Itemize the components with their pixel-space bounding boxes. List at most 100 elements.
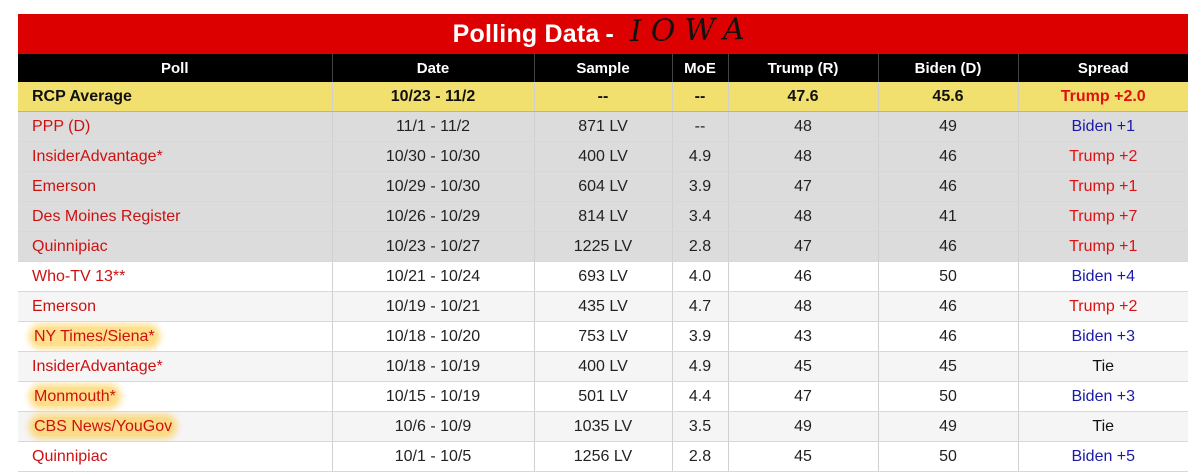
average-moe: -- (672, 82, 729, 112)
biden-cell: 49 (878, 411, 1019, 442)
spread-cell: Tie (1018, 351, 1188, 382)
sample-cell: 435 LV (534, 291, 673, 322)
table-row: PPP (D) 11/1 - 11/2 871 LV -- 48 49 Biden +1 (18, 111, 1188, 142)
column-header-date[interactable]: Date (332, 54, 535, 82)
sample-cell: 400 LV (534, 351, 673, 382)
moe-cell: 4.0 (672, 261, 729, 292)
poll-name-cell: Quinnipiac (18, 231, 333, 262)
poll-link[interactable]: PPP (D) (32, 117, 91, 135)
date-cell: 10/15 - 10/19 (332, 381, 535, 412)
poll-link[interactable]: CBS News/YouGov (32, 416, 175, 436)
moe-cell: 3.9 (672, 321, 729, 352)
sample-cell: 1225 LV (534, 231, 673, 262)
average-spread: Trump +2.0 (1018, 82, 1188, 112)
table-row: CBS News/YouGov 10/6 - 10/9 1035 LV 3.5 49 49… (18, 411, 1188, 442)
average-date: 10/23 - 11/2 (332, 82, 535, 112)
biden-cell: 41 (878, 201, 1019, 232)
spread-cell: Biden +1 (1018, 111, 1188, 142)
column-header-poll[interactable]: Poll (18, 54, 333, 82)
biden-cell: 46 (878, 291, 1019, 322)
spread-cell: Biden +3 (1018, 381, 1188, 412)
sample-cell: 753 LV (534, 321, 673, 352)
poll-name-cell: Emerson (18, 291, 333, 322)
sample-cell: 604 LV (534, 171, 673, 202)
moe-cell: 2.8 (672, 441, 729, 472)
moe-cell: 3.5 (672, 411, 729, 442)
spread-cell: Biden +3 (1018, 321, 1188, 352)
column-header-spread[interactable]: Spread (1018, 54, 1188, 82)
spread-cell: Trump +1 (1018, 231, 1188, 262)
title-dash: - (605, 19, 614, 48)
average-sample: -- (534, 82, 673, 112)
poll-name-cell: Who-TV 13** (18, 261, 333, 292)
average-poll-name: RCP Average (18, 82, 333, 112)
date-cell: 10/30 - 10/30 (332, 141, 535, 172)
date-cell: 10/18 - 10/20 (332, 321, 535, 352)
poll-link[interactable]: NY Times/Siena* (32, 326, 157, 346)
average-biden: 45.6 (878, 82, 1019, 112)
table-row: InsiderAdvantage* 10/30 - 10/30 400 LV 4.9 4… (18, 141, 1188, 172)
sample-cell: 400 LV (534, 141, 673, 172)
date-cell: 10/29 - 10/30 (332, 171, 535, 202)
spread-cell: Trump +2 (1018, 291, 1188, 322)
date-cell: 10/21 - 10/24 (332, 261, 535, 292)
trump-cell: 43 (728, 321, 879, 352)
biden-cell: 46 (878, 141, 1019, 172)
poll-link[interactable]: Who-TV 13** (32, 267, 126, 285)
column-header-sample[interactable]: Sample (534, 54, 673, 82)
biden-cell: 46 (878, 171, 1019, 202)
column-header-biden[interactable]: Biden (D) (878, 54, 1019, 82)
biden-cell: 50 (878, 261, 1019, 292)
sample-cell: 871 LV (534, 111, 673, 142)
table-row: Emerson 10/19 - 10/21 435 LV 4.7 48 46 Trump +… (18, 291, 1188, 322)
poll-link[interactable]: Monmouth* (32, 386, 118, 406)
trump-cell: 49 (728, 411, 879, 442)
sample-cell: 1256 LV (534, 441, 673, 472)
poll-link[interactable]: InsiderAdvantage* (32, 147, 163, 165)
table-row: Emerson 10/29 - 10/30 604 LV 3.9 47 46 Trump +… (18, 171, 1188, 202)
moe-cell: 4.7 (672, 291, 729, 322)
poll-link[interactable]: Quinnipiac (32, 237, 108, 255)
table-row: Quinnipiac 10/23 - 10/27 1225 LV 2.8 47 46 Tru… (18, 231, 1188, 262)
trump-cell: 47 (728, 381, 879, 412)
spread-cell: Trump +1 (1018, 171, 1188, 202)
date-cell: 10/19 - 10/21 (332, 291, 535, 322)
table-row: Des Moines Register 10/26 - 10/29 814 LV 3.… (18, 201, 1188, 232)
trump-cell: 47 (728, 171, 879, 202)
table-title: Polling Data (452, 19, 600, 48)
moe-cell: -- (672, 111, 729, 142)
date-cell: 10/26 - 10/29 (332, 201, 535, 232)
date-cell: 10/6 - 10/9 (332, 411, 535, 442)
poll-link[interactable]: InsiderAdvantage* (32, 357, 163, 375)
polling-table: Poll Date Sample MoE Trump (R) Biden (D)… (18, 54, 1188, 472)
trump-cell: 48 (728, 111, 879, 142)
poll-name-cell: CBS News/YouGov (18, 411, 333, 442)
spread-cell: Biden +4 (1018, 261, 1188, 292)
date-cell: 10/18 - 10/19 (332, 351, 535, 382)
table-row: NY Times/Siena* 10/18 - 10/20 753 LV 3.9 43 4… (18, 321, 1188, 352)
handwritten-state-annotation: IOWA (629, 11, 754, 49)
poll-name-cell: InsiderAdvantage* (18, 351, 333, 382)
column-header-moe[interactable]: MoE (672, 54, 729, 82)
poll-link[interactable]: Des Moines Register (32, 207, 181, 225)
sample-cell: 814 LV (534, 201, 673, 232)
spread-cell: Tie (1018, 411, 1188, 442)
trump-cell: 48 (728, 141, 879, 172)
trump-cell: 45 (728, 441, 879, 472)
polling-table-panel: Polling Data - IOWA Poll Date Sample MoE… (18, 11, 1188, 472)
trump-cell: 47 (728, 231, 879, 262)
column-header-trump[interactable]: Trump (R) (728, 54, 879, 82)
poll-name-cell: InsiderAdvantage* (18, 141, 333, 172)
biden-cell: 50 (878, 381, 1019, 412)
poll-name-cell: NY Times/Siena* (18, 321, 333, 352)
poll-link[interactable]: Quinnipiac (32, 447, 108, 465)
trump-cell: 45 (728, 351, 879, 382)
date-cell: 10/23 - 10/27 (332, 231, 535, 262)
rcp-average-row: RCP Average 10/23 - 11/2 -- -- 47.6 45.6… (18, 82, 1188, 112)
trump-cell: 48 (728, 291, 879, 322)
biden-cell: 46 (878, 231, 1019, 262)
table-row: Monmouth* 10/15 - 10/19 501 LV 4.4 47 50 Biden… (18, 381, 1188, 412)
spread-cell: Trump +7 (1018, 201, 1188, 232)
poll-link[interactable]: Emerson (32, 177, 97, 195)
poll-link[interactable]: Emerson (32, 297, 97, 315)
